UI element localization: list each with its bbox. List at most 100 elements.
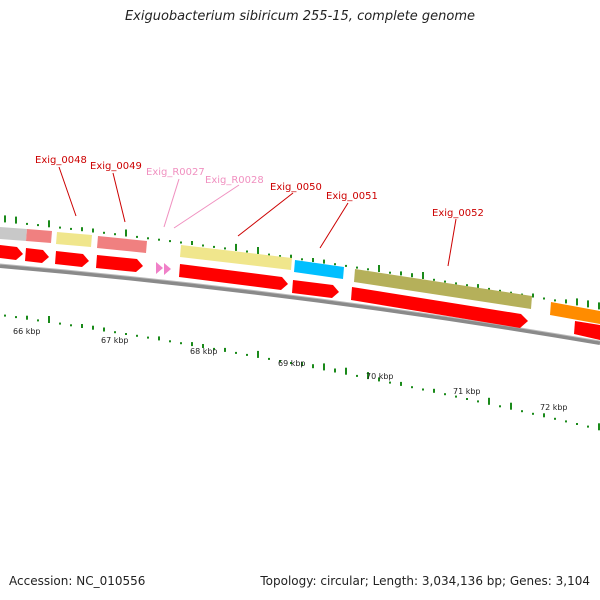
gc-tick (345, 264, 347, 267)
gc-tick (279, 360, 281, 362)
gc-tick (125, 333, 127, 335)
gc-tick (400, 381, 402, 386)
gc-tick (587, 425, 589, 428)
leader-r0027 (163, 178, 180, 228)
map-title: Exiguobacterium sibiricum 255-15, comple… (124, 9, 476, 24)
gc-tick (26, 315, 28, 320)
gc-tick (169, 340, 171, 343)
gc-tick (378, 265, 380, 272)
leader-0052 (447, 218, 457, 267)
gene-labels: Exig_0048 Exig_0049 Exig_R0027 Exig_R002… (35, 155, 484, 219)
scale-label: 68 kbp (190, 347, 218, 356)
gc-tick (477, 284, 479, 289)
gc-tick (70, 324, 72, 327)
gc-tick (565, 420, 567, 423)
gc-tick (587, 300, 589, 308)
gc-tick (323, 259, 325, 264)
gc-tick (224, 347, 226, 352)
scale-label: 69 kbp (278, 359, 306, 368)
rna-arrow-r0028 (164, 263, 171, 275)
gc-tick (15, 216, 17, 224)
gc-tick (312, 364, 314, 369)
gc-tick (169, 240, 171, 243)
gc-tick (422, 388, 424, 391)
gc-tick (477, 400, 479, 403)
gc-tick (81, 227, 83, 232)
gene-label: Exig_0051 (326, 191, 378, 202)
topology-text: Topology: circular; Length: 3,034,136 bp… (260, 574, 590, 588)
gc-tick (4, 314, 6, 317)
gc-tick (554, 299, 556, 302)
gc-tick (466, 284, 468, 287)
gc-tick (202, 244, 204, 247)
gc-tick (367, 268, 369, 271)
gc-tick (455, 282, 457, 285)
rna-track (156, 262, 171, 275)
gc-tick (466, 398, 468, 400)
feature-track (0, 227, 600, 324)
gc-tick (345, 367, 347, 375)
gc-tick (147, 336, 149, 339)
gc-tick (246, 250, 248, 253)
gc-tick (191, 241, 193, 245)
gene-label: Exig_R0027 (146, 167, 205, 178)
gc-tick (444, 393, 446, 396)
gc-tick (411, 386, 413, 389)
leader-0049 (112, 172, 126, 223)
leader-r0028 (173, 184, 240, 229)
gc-tick (191, 342, 193, 347)
gc-tick (510, 291, 512, 294)
gc-tick (367, 372, 369, 380)
gc-tick (411, 273, 413, 278)
gc-tick (576, 423, 578, 425)
leader-0050 (237, 192, 294, 237)
gc-tick (521, 410, 523, 413)
gc-tick (543, 297, 545, 300)
gene-arrow-0049 (96, 255, 143, 272)
gc-tick (444, 280, 446, 283)
gc-tick (301, 362, 303, 367)
gc-tick (235, 351, 237, 354)
gc-tick (499, 289, 501, 292)
gc-tick (114, 331, 116, 334)
gc-tick (433, 278, 435, 281)
gc-tick (257, 247, 259, 254)
label-leaders (58, 166, 457, 267)
gc-tick (356, 374, 358, 377)
gc-tick (389, 381, 391, 384)
gc-tick (389, 271, 391, 274)
gc-tick (565, 299, 567, 304)
gc-tick (598, 302, 600, 310)
gc-ticks-bottom (4, 314, 600, 431)
gc-tick (488, 287, 490, 290)
gc-ticks-top (4, 215, 600, 310)
gc-tick (488, 397, 490, 405)
scale-label: 70 kbp (366, 372, 394, 381)
gc-tick (59, 322, 61, 325)
gene-label: Exig_0048 (35, 155, 87, 166)
gc-tick (37, 319, 39, 322)
gc-tick (103, 231, 105, 234)
gc-tick (180, 241, 182, 244)
gc-tick (92, 228, 94, 233)
gc-tick (81, 324, 83, 328)
feature-bar-yellow (56, 232, 92, 247)
gc-tick (268, 357, 270, 360)
leader-0048 (58, 166, 77, 217)
gene-label: Exig_R0028 (205, 175, 264, 186)
feature-bar-yellow (180, 245, 292, 270)
gc-tick (224, 247, 226, 250)
gc-tick (92, 325, 94, 330)
gc-tick (4, 215, 6, 223)
gc-tick (158, 336, 160, 341)
gene-arrow-0051 (292, 280, 339, 298)
gene-arrow-0048 (25, 248, 49, 263)
gc-tick (103, 327, 105, 332)
gc-tick (532, 412, 534, 415)
gc-tick (422, 272, 424, 279)
gc-tick (136, 235, 138, 238)
gene-arrow-0048 (55, 251, 89, 267)
gc-tick (400, 271, 402, 276)
scale-label: 71 kbp (453, 387, 481, 396)
